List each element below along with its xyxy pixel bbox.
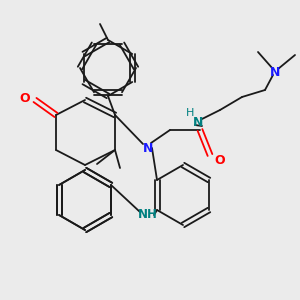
Text: NH: NH	[138, 208, 158, 221]
Text: O: O	[214, 154, 225, 166]
Text: O: O	[20, 92, 30, 104]
Text: N: N	[143, 142, 153, 154]
Text: N: N	[270, 65, 280, 79]
Text: H: H	[186, 108, 194, 118]
Text: N: N	[193, 116, 203, 128]
